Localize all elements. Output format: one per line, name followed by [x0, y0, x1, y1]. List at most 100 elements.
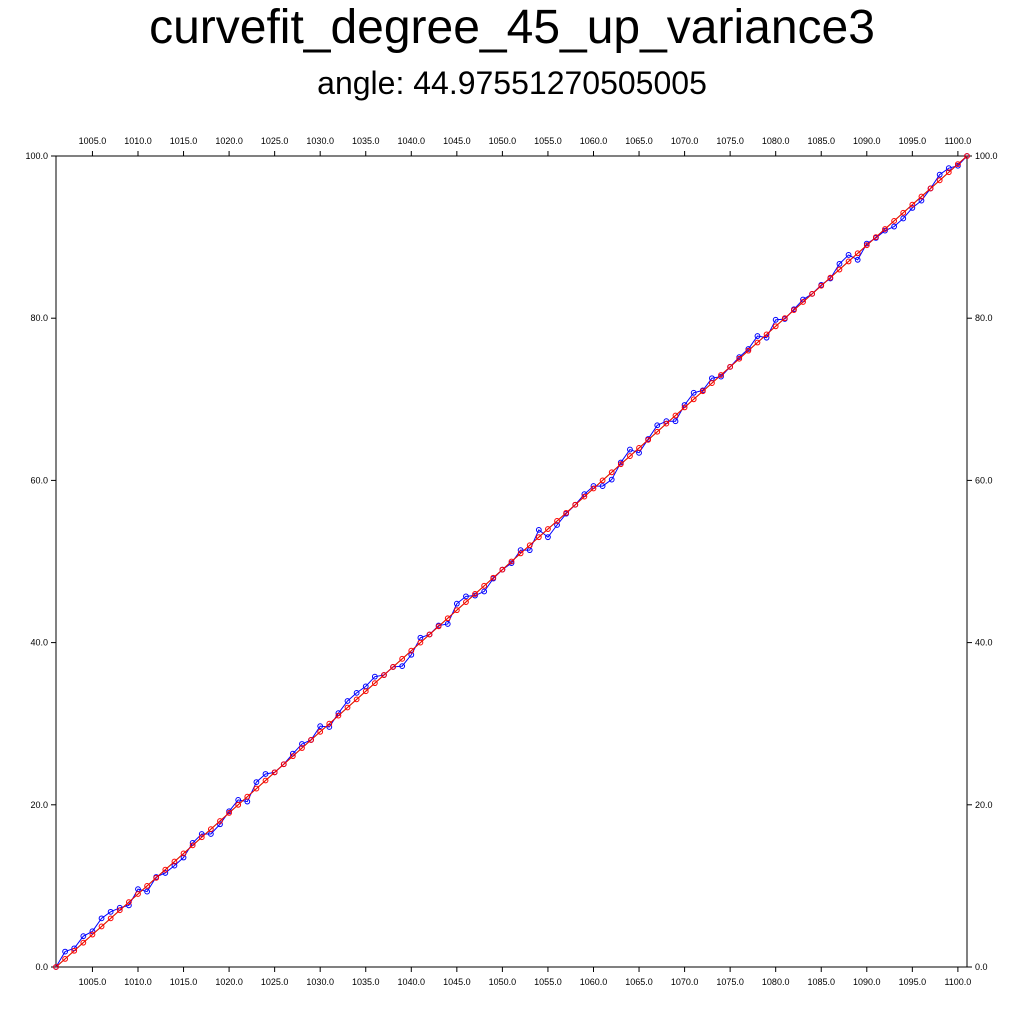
x-tick-label-bottom: 1095.0 [899, 977, 927, 987]
x-tick-label-top: 1090.0 [853, 136, 881, 146]
data-point [845, 252, 852, 258]
series-line [55, 155, 968, 968]
x-tick-label-top: 1055.0 [534, 136, 562, 146]
x-tick-label-bottom: 1030.0 [306, 977, 334, 987]
data-point [326, 724, 333, 730]
x-tick-label-bottom: 1050.0 [489, 977, 517, 987]
x-tick-label-top: 1010.0 [124, 136, 152, 146]
data-point [317, 723, 324, 730]
data-point [189, 842, 196, 849]
y-tick-label-left: 60.0 [30, 475, 48, 485]
data-point [508, 558, 515, 565]
data-point [299, 745, 305, 751]
x-tick-label-top: 1080.0 [762, 136, 790, 146]
data-point [344, 698, 351, 704]
data-point [326, 720, 333, 727]
data-point [654, 428, 661, 435]
data-point [53, 964, 59, 970]
data-point [535, 534, 542, 541]
data-point [153, 874, 160, 881]
x-tick-label-bottom: 1005.0 [79, 977, 107, 987]
data-point [809, 290, 816, 297]
data-point [80, 939, 87, 946]
x-tick-label-top: 1065.0 [625, 136, 653, 146]
x-tick-label-top: 1035.0 [352, 136, 380, 146]
data-point [262, 771, 269, 777]
x-tick-label-bottom: 1055.0 [534, 977, 562, 987]
data-point [207, 826, 214, 833]
data-point [217, 818, 223, 824]
y-tick-label-left: 20.0 [30, 800, 48, 810]
data-point [135, 891, 141, 897]
data-point [818, 282, 825, 289]
data-point [435, 623, 442, 630]
data-point [317, 728, 324, 735]
data-point [672, 412, 679, 419]
x-tick-label-top: 1085.0 [807, 136, 835, 146]
data-point [217, 821, 223, 828]
data-point [271, 769, 278, 776]
data-point [617, 461, 624, 468]
x-tick-label-bottom: 1035.0 [352, 977, 380, 987]
x-tick-label-top: 1100.0 [944, 136, 971, 146]
y-tick-label-left: 80.0 [30, 313, 48, 323]
data-point [918, 193, 925, 200]
data-point [581, 493, 588, 500]
data-point [900, 215, 907, 222]
x-tick-label-bottom: 1075.0 [716, 977, 744, 987]
y-tick-label-right: 20.0 [975, 800, 993, 810]
data-point [535, 526, 542, 533]
data-point [371, 680, 378, 687]
data-point [681, 404, 688, 411]
data-point [125, 899, 132, 906]
data-point [563, 509, 570, 516]
data-point [745, 347, 752, 354]
data-point [763, 334, 770, 341]
data-point [545, 534, 551, 541]
data-point [453, 607, 460, 614]
y-tick-label-right: 0.0 [975, 962, 988, 972]
data-point [171, 862, 178, 869]
x-tick-label-top: 1070.0 [671, 136, 699, 146]
data-point [709, 380, 715, 386]
data-point [736, 355, 743, 362]
data-point [71, 947, 78, 954]
data-point [426, 631, 433, 638]
data-point [891, 217, 898, 224]
y-tick-label-left: 0.0 [35, 962, 48, 972]
data-point [144, 883, 151, 889]
data-point [754, 339, 761, 346]
data-point [62, 955, 69, 962]
data-point [490, 574, 497, 581]
data-point [526, 542, 533, 549]
data-point [280, 761, 287, 768]
data-point [98, 923, 105, 930]
data-point [499, 566, 506, 573]
data-point [727, 363, 734, 370]
data-point [198, 831, 205, 837]
x-tick-label-top: 1060.0 [580, 136, 608, 146]
data-point [353, 689, 360, 696]
data-point [308, 737, 314, 743]
data-point [481, 588, 488, 595]
data-point [472, 591, 478, 597]
data-point [390, 664, 396, 670]
data-point [772, 316, 779, 323]
x-tick-label-top: 1015.0 [170, 136, 198, 146]
data-point [353, 696, 360, 703]
data-point [262, 777, 269, 784]
data-point [599, 483, 606, 489]
x-tick-label-top: 1040.0 [398, 136, 426, 146]
x-tick-label-top: 1020.0 [215, 136, 243, 146]
data-point [945, 165, 952, 172]
data-point [399, 663, 406, 670]
x-tick-label-top: 1030.0 [306, 136, 334, 146]
x-tick-label-bottom: 1065.0 [625, 977, 653, 987]
x-tick-label-bottom: 1025.0 [261, 977, 289, 987]
data-point [444, 621, 451, 627]
x-tick-label-bottom: 1010.0 [124, 977, 152, 987]
data-point [900, 209, 907, 216]
data-point [891, 223, 898, 230]
data-point [444, 615, 451, 622]
